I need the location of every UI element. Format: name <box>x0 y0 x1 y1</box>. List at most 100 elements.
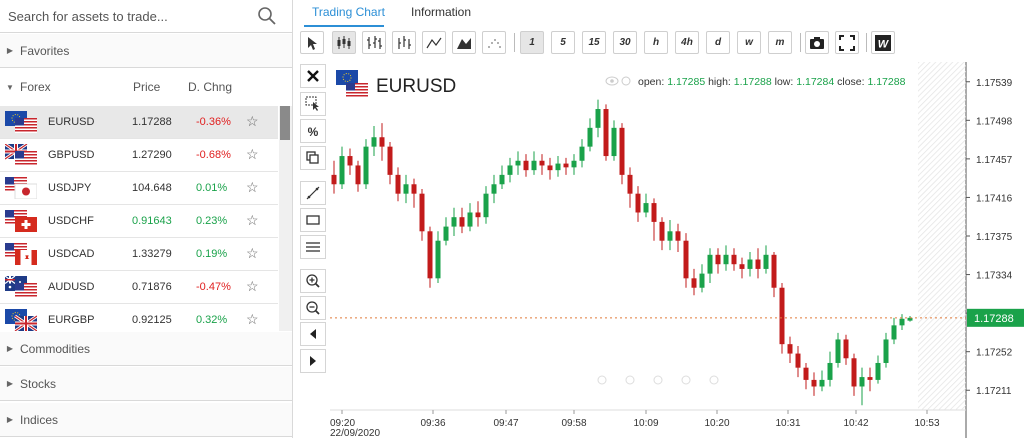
favorite-star-icon[interactable]: ☆ <box>246 179 259 195</box>
timeframe-15-button[interactable]: 15 <box>582 31 606 54</box>
candle-body <box>667 231 673 241</box>
section-favorites[interactable]: ▶ Favorites <box>0 34 292 68</box>
asset-row-usdcad[interactable]: USDCAD 1.33279 0.19% ☆ <box>0 238 278 271</box>
candles-button[interactable] <box>332 31 356 54</box>
candle-body <box>835 339 841 363</box>
asset-row-audusd[interactable]: AUDUSD 0.71876 -0.47% ☆ <box>0 271 278 304</box>
candle-body <box>635 193 641 213</box>
candle-body <box>875 362 881 380</box>
candle-body <box>379 137 385 147</box>
cursor-button[interactable] <box>300 31 324 54</box>
caret-right-icon: ▶ <box>6 46 14 55</box>
candle <box>363 139 369 189</box>
candle <box>443 217 449 246</box>
scroll-right-tool[interactable] <box>300 349 326 373</box>
timeframe-5-button[interactable]: 5 <box>551 31 575 54</box>
candle <box>419 188 425 241</box>
search-icon[interactable] <box>257 6 277 26</box>
current-price-tag <box>967 308 1024 327</box>
camera-button[interactable] <box>805 31 829 54</box>
caret-right-icon: ▶ <box>6 415 14 424</box>
asset-symbol: USDJPY <box>48 182 92 194</box>
candle <box>723 245 729 271</box>
candle <box>643 193 649 218</box>
candle-body <box>891 325 897 340</box>
scrollbar-thumb[interactable] <box>280 106 290 140</box>
eye-icon[interactable] <box>605 76 631 86</box>
svg-text:W: W <box>878 38 890 50</box>
favorite-star-icon[interactable]: ☆ <box>246 245 259 261</box>
fullscreen-button[interactable] <box>835 31 859 54</box>
ohlc-high-label: high: <box>705 76 731 88</box>
asset-row-usdjpy[interactable]: USDJPY 104.648 0.01% ☆ <box>0 172 278 205</box>
candle <box>787 336 793 363</box>
timeframe-d-button[interactable]: d <box>706 31 730 54</box>
rectangle-tool[interactable] <box>300 208 326 232</box>
percent-tool[interactable]: % <box>300 119 326 143</box>
candle <box>771 251 777 298</box>
copy-tool[interactable] <box>300 146 326 170</box>
area-chart-button[interactable] <box>452 31 476 54</box>
asset-symbol: EURGBP <box>48 314 95 326</box>
timeframe-4h-button[interactable]: 4h <box>675 31 699 54</box>
ohlc-low-label: low: <box>772 76 794 88</box>
favorite-star-icon[interactable]: ☆ <box>246 212 259 228</box>
flag-eu-us-icon <box>5 111 37 133</box>
timeframe-h-button[interactable]: h <box>644 31 668 54</box>
asset-change: -0.36% <box>196 116 231 128</box>
hlc-bars-button[interactable] <box>392 31 416 54</box>
line-chart-button[interactable] <box>422 31 446 54</box>
favorite-star-icon[interactable]: ☆ <box>246 278 259 294</box>
cursor-icon <box>308 36 317 50</box>
favorite-star-icon[interactable]: ☆ <box>246 113 259 129</box>
candle <box>883 332 889 368</box>
horizontal-lines-tool[interactable] <box>300 235 326 259</box>
candle-body <box>427 231 433 279</box>
candle-body <box>643 203 649 213</box>
search-input[interactable] <box>8 5 248 27</box>
candle <box>563 157 569 175</box>
candle-body <box>331 174 337 185</box>
list-scrollbar[interactable] <box>279 106 292 331</box>
w-logo-button[interactable]: W <box>871 31 895 54</box>
active-tab-indicator <box>304 25 384 27</box>
timeframe-w-button[interactable]: w <box>737 31 761 54</box>
timeframe-1-button[interactable]: 1 <box>520 31 544 54</box>
asset-row-eurusd[interactable]: EURUSD 1.17288 -0.36% ☆ <box>0 106 278 139</box>
section-indices[interactable]: ▶ Indices <box>0 403 292 437</box>
flag-eu-gb-icon <box>5 309 37 331</box>
trendline-tool[interactable] <box>300 181 326 205</box>
section-forex[interactable]: ▼ Forex <box>0 68 292 106</box>
candle <box>635 186 641 222</box>
asset-price: 1.17288 <box>132 116 172 128</box>
tab-trading-chart[interactable]: Trading Chart <box>312 5 385 19</box>
section-commodities[interactable]: ▶ Commodities <box>0 332 292 366</box>
favorite-star-icon[interactable]: ☆ <box>246 311 259 327</box>
ohlc-bars-button[interactable] <box>362 31 386 54</box>
close-tool[interactable] <box>300 64 326 88</box>
forex-list: EURUSD 1.17288 -0.36% ☆ GBPUSD 1.27290 -… <box>0 106 292 331</box>
ohlc-high: 1.17288 <box>731 76 772 88</box>
section-stocks[interactable]: ▶ Stocks <box>0 367 292 401</box>
timeframe-m-button[interactable]: m <box>768 31 792 54</box>
asset-row-eurgbp[interactable]: EURGBP 0.92125 0.32% ☆ <box>0 304 278 331</box>
tab-information[interactable]: Information <box>411 5 472 19</box>
candle-body <box>347 156 353 166</box>
candle-body <box>531 160 537 171</box>
zoom-out-tool[interactable] <box>300 296 326 320</box>
favorite-star-icon[interactable]: ☆ <box>246 146 259 162</box>
dots-button[interactable] <box>482 31 506 54</box>
timeframe-30-button[interactable]: 30 <box>613 31 637 54</box>
asset-row-gbpusd[interactable]: GBPUSD 1.27290 -0.68% ☆ <box>0 139 278 172</box>
select-zoom-tool[interactable] <box>300 92 326 116</box>
candle <box>499 165 505 189</box>
scroll-left-tool[interactable] <box>300 322 326 346</box>
price-chart[interactable]: 1.17539 1.17498 1.17457 1.17416 1.17375 1.173… <box>330 62 1024 438</box>
candle-body <box>819 379 825 387</box>
asset-row-usdchf[interactable]: USDCHF 0.91643 0.23% ☆ <box>0 205 278 238</box>
asset-panel: ▶ Favorites ▼ Forex Price D. Chng EURUSD… <box>0 0 293 438</box>
zoom-in-tool[interactable] <box>300 269 326 293</box>
candle <box>571 154 577 175</box>
caret-right-icon: ▶ <box>6 344 14 353</box>
candle <box>611 120 617 161</box>
